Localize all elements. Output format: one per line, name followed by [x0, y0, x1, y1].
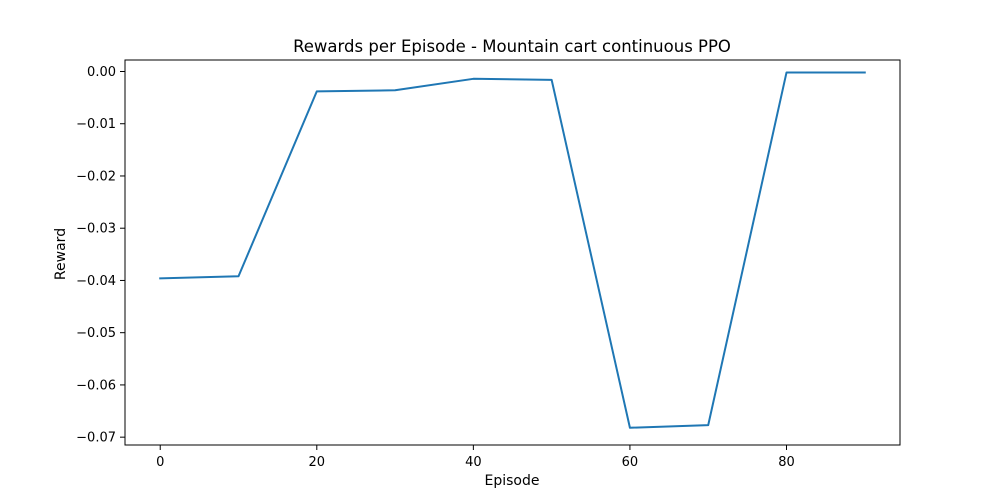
x-tick-label: 80	[778, 455, 795, 470]
x-tick-label: 40	[465, 455, 482, 470]
chart-title: Rewards per Episode - Mountain cart cont…	[293, 37, 731, 56]
plot-area	[124, 59, 901, 446]
y-tick-label: −0.06	[76, 378, 116, 393]
x-axis-ticks: 0 20 40 60 80	[156, 445, 795, 470]
plot-frame	[124, 59, 901, 446]
y-tick-label: −0.07	[76, 431, 116, 446]
y-tick-label: −0.01	[76, 117, 116, 132]
x-tick-label: 20	[309, 455, 326, 470]
y-tick-label: −0.03	[76, 222, 116, 237]
x-axis-label: Episode	[485, 473, 540, 489]
y-tick-label: −0.02	[76, 169, 116, 184]
x-tick-label: 60	[622, 455, 639, 470]
y-tick-label: −0.05	[76, 326, 116, 341]
y-tick-label: −0.04	[76, 274, 116, 289]
series-line-0	[159, 71, 866, 429]
y-axis-label: Reward	[53, 228, 69, 280]
y-axis-ticks: 0.00 −0.01 −0.02 −0.03 −0.04 −0.05 −0.06 −0.07	[76, 65, 125, 446]
x-tick-label: 0	[156, 455, 164, 470]
y-tick-label: 0.00	[87, 65, 116, 80]
